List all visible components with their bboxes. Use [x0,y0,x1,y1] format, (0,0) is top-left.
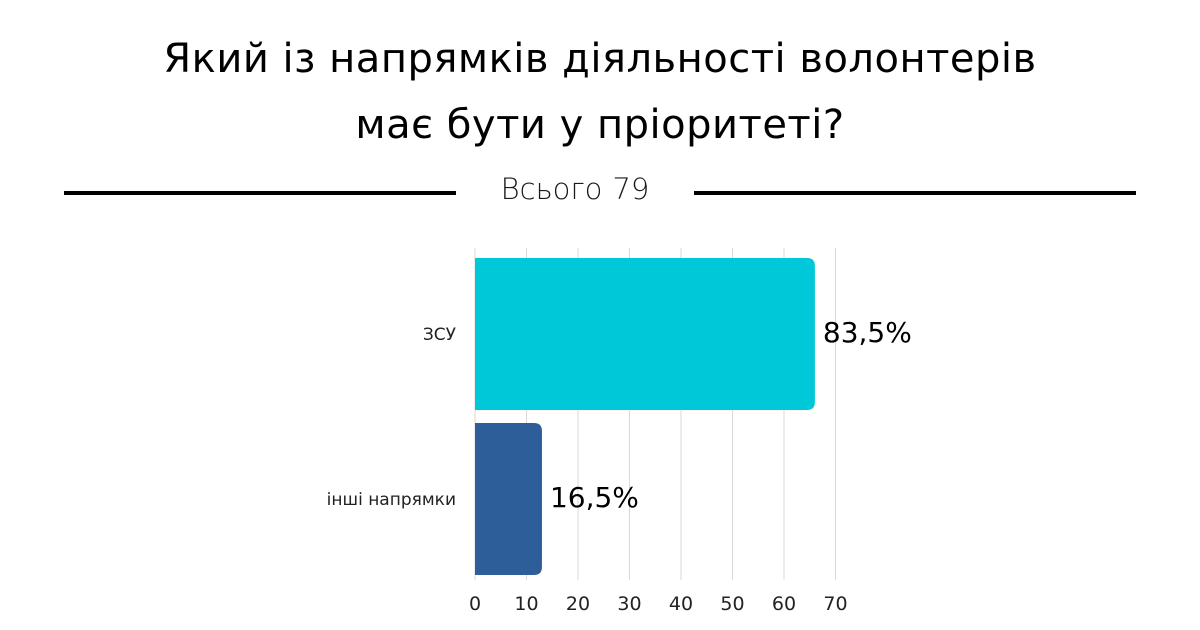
bar-1 [475,258,815,410]
data-label-1: 83,5% [823,316,912,349]
x-tick-label-0: 0 [469,593,481,615]
title-line-2: має бути у пріоритеті? [355,102,845,148]
x-tick-label-30: 30 [617,593,641,615]
x-tick-label-10: 10 [514,593,538,615]
category-label-2: інші напрямки [327,490,456,510]
x-tick-label-20: 20 [566,593,590,615]
bar-2 [475,423,542,575]
x-tick-label-50: 50 [720,593,744,615]
category-label-1: ЗСУ [423,325,457,345]
total-label: Всього [500,172,603,206]
x-tick-label-60: 60 [772,593,796,615]
divider-right [694,191,1136,195]
x-tick-label-70: 70 [823,593,847,615]
total-count: Всього 79 [456,172,694,206]
data-label-2: 16,5% [550,481,639,514]
divider-left [64,191,456,195]
total-value: 79 [612,172,650,206]
chart-title: Який із напрямків діяльності волонтерів … [0,26,1200,158]
x-tick-label-40: 40 [669,593,693,615]
title-line-1: Який із напрямків діяльності волонтерів [163,36,1037,82]
